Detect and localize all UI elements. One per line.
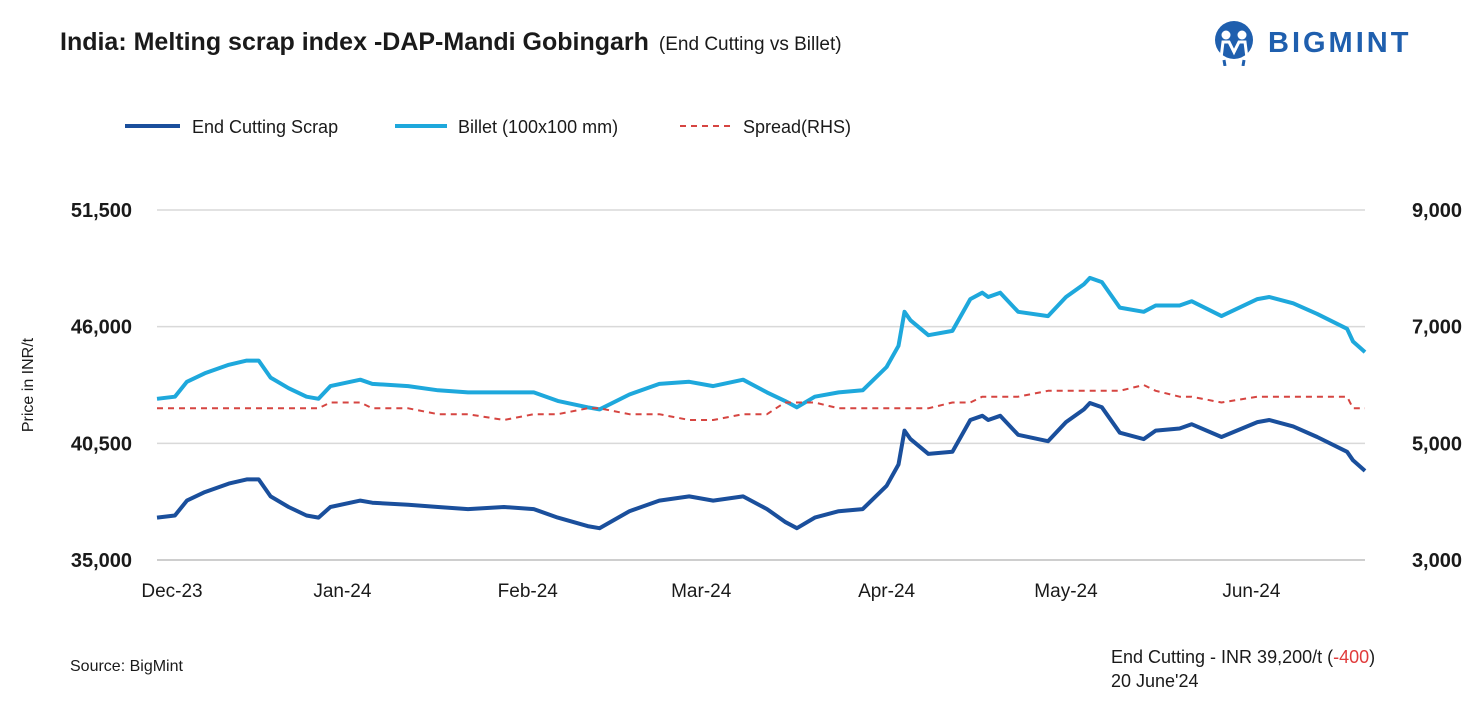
note-change: -400	[1333, 647, 1370, 667]
x-tick-label: May-24	[1034, 581, 1098, 602]
x-tick-label: Jun-24	[1222, 581, 1281, 602]
y2-tick-label: 5,000	[1412, 433, 1462, 455]
y-tick-label: 46,000	[71, 317, 132, 339]
y-tick-label: 51,500	[71, 200, 132, 222]
series-line-billet	[156, 275, 1367, 412]
x-tick-label: Jan-24	[313, 581, 372, 602]
title-text: India: Melting scrap index -DAP-Mandi Go…	[60, 28, 649, 56]
note-prefix: End Cutting - INR 39,200/t (	[1111, 647, 1334, 667]
price-note: End Cutting - INR 39,200/t (-400) 20 Jun…	[1111, 645, 1375, 693]
y-tick-label: 40,500	[71, 433, 132, 455]
x-tick-label: Feb-24	[498, 581, 559, 602]
y2-tick-label: 9,000	[1412, 200, 1462, 222]
legend-label-scrap: End Cutting Scrap	[192, 117, 338, 137]
y-axis-label: Price in INR/t	[20, 337, 37, 432]
chart-subtitle: (End Cutting vs Billet)	[658, 34, 842, 55]
note-date: 20 June'24	[1111, 671, 1199, 691]
chart-title: India: Melting scrap index -DAP-Mandi Go…	[60, 28, 842, 57]
legend: End Cutting Scrap Billet (100x100 mm) Sp…	[125, 117, 851, 137]
legend-label-billet: Billet (100x100 mm)	[458, 117, 618, 137]
y2-tick-label: 7,000	[1412, 317, 1462, 339]
x-tick-label: Dec-23	[141, 581, 202, 602]
logo-wordmark: BIGMINT	[1268, 26, 1412, 59]
series-line-end-cutting-scrap	[156, 401, 1367, 531]
y2-tick-label: 3,000	[1412, 550, 1462, 572]
legend-label-spread: Spread(RHS)	[743, 117, 851, 137]
source-note: Source: BigMint	[70, 658, 183, 675]
y-tick-label: 35,000	[71, 550, 132, 572]
bigmint-logo-icon	[1215, 21, 1253, 66]
note-suffix: )	[1369, 647, 1376, 667]
x-tick-label: Mar-24	[671, 581, 732, 602]
bigmint-logo: BIGMINT	[1212, 20, 1411, 66]
x-tick-label: Apr-24	[858, 581, 915, 602]
price-note-line: End Cutting - INR 39,200/t (-400)	[1111, 645, 1375, 669]
